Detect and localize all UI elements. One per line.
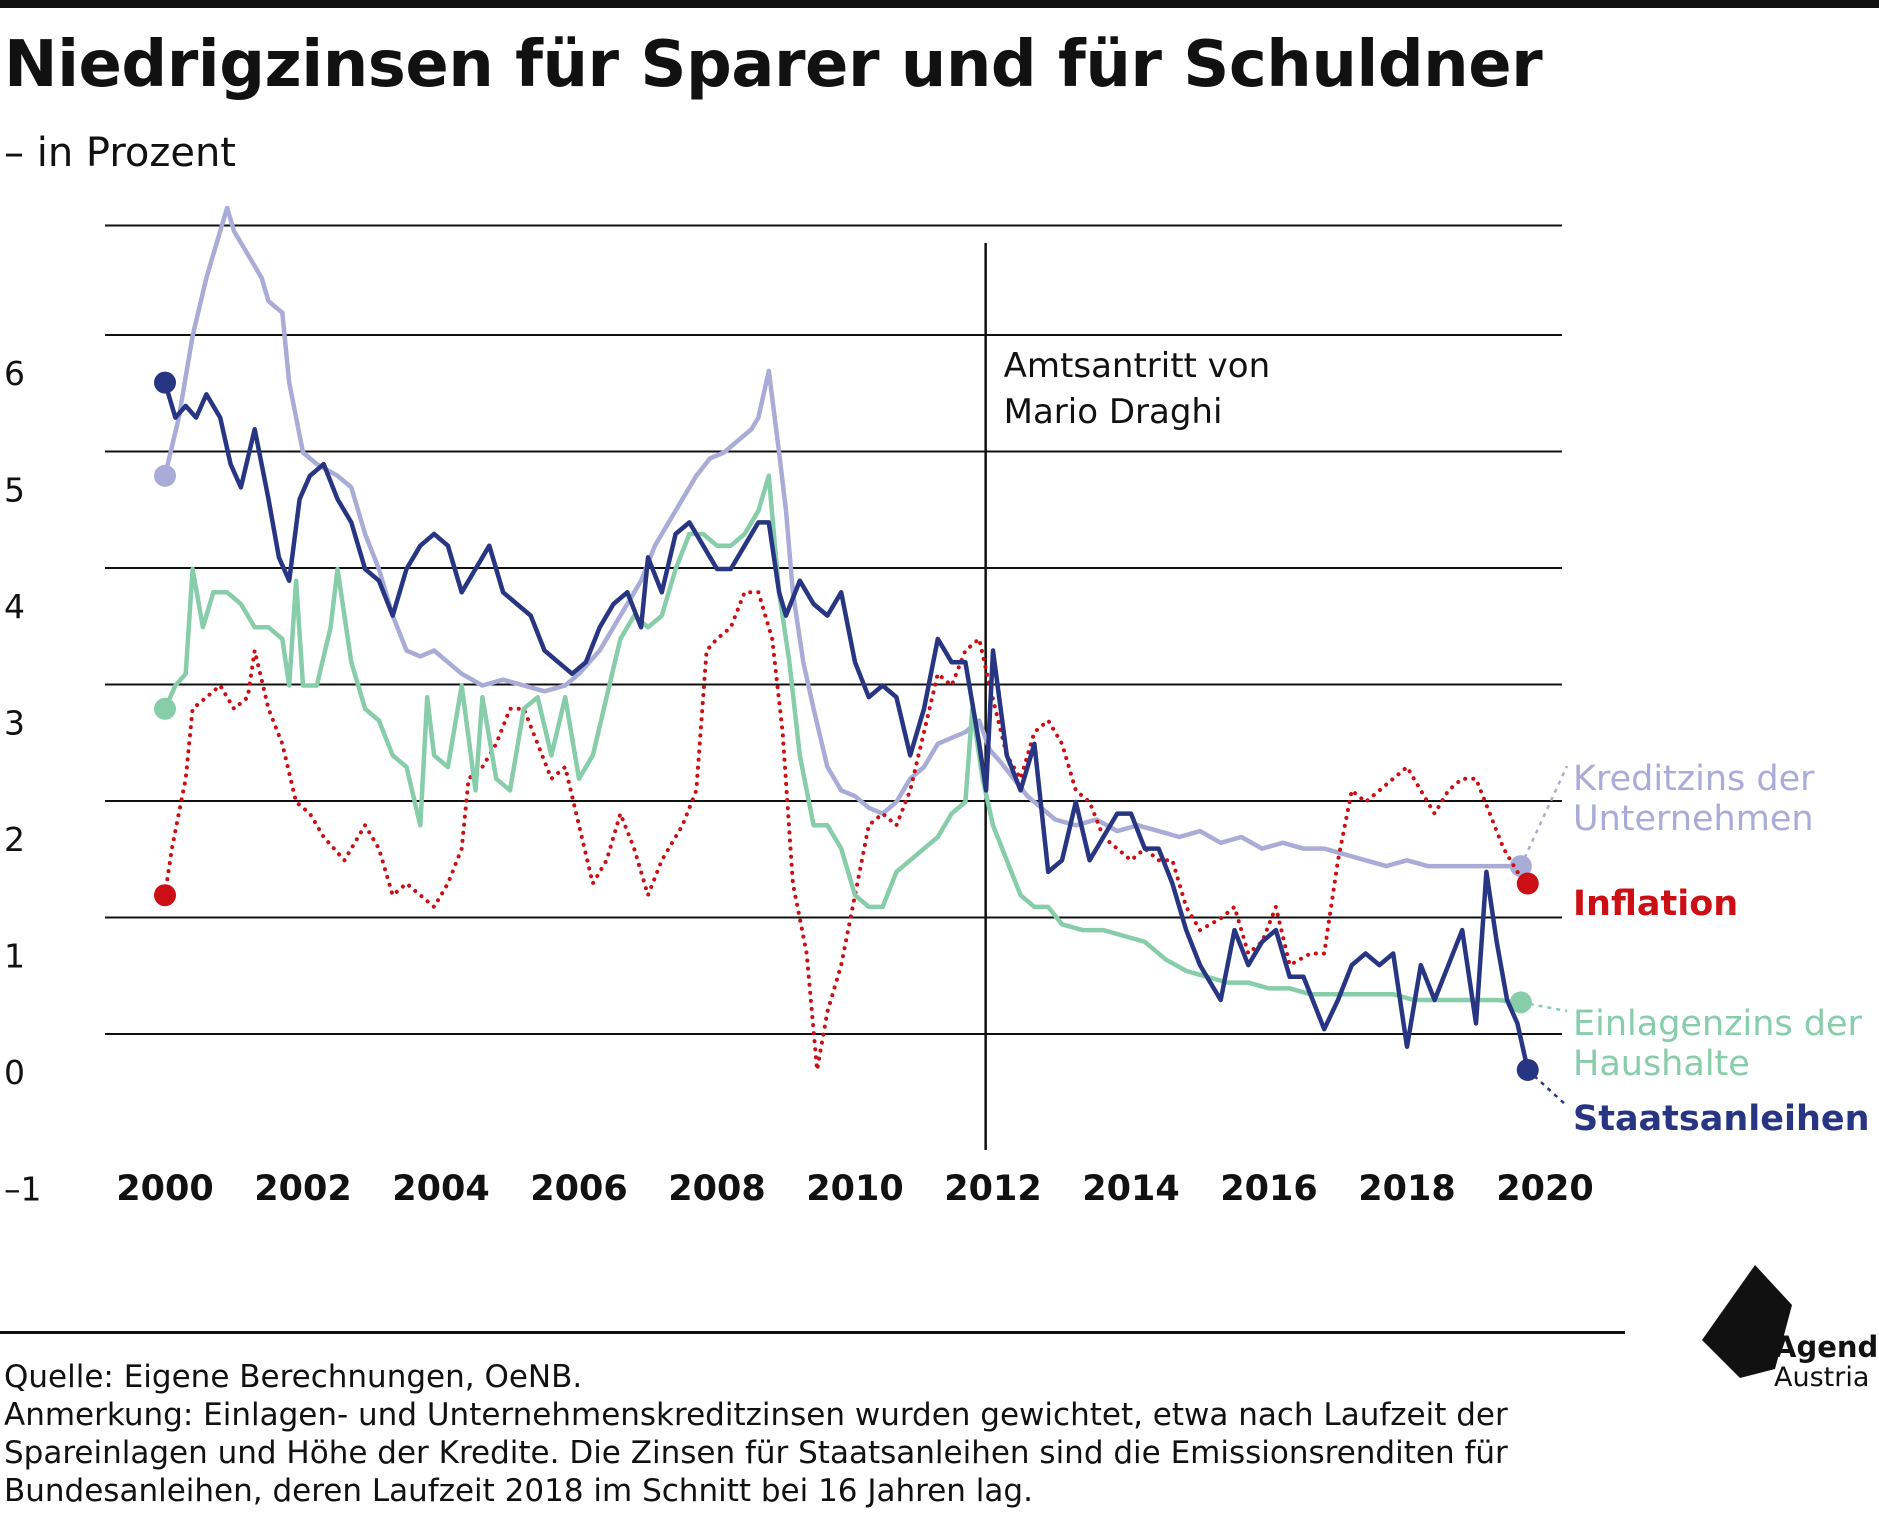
x-tick-label: 2018 xyxy=(1358,1169,1455,1209)
series-start-dot xyxy=(154,697,176,720)
y-tick-label: 0 xyxy=(4,1053,25,1092)
series-start-dot xyxy=(154,371,176,394)
series-line-einlagenzins-der-haushalte xyxy=(162,473,1524,1005)
chart-subtitle: – in Prozent xyxy=(4,130,236,176)
series-label-text: Staatsanleihen xyxy=(1573,1099,1870,1139)
y-tick-label: 1 xyxy=(4,937,25,976)
annotation-layer: Amtsantritt von Mario Draghi xyxy=(984,243,1271,1150)
logo-line-1: Agenda xyxy=(1774,1330,1879,1364)
annotation-text: Amtsantritt von xyxy=(1004,346,1271,386)
footer-rule xyxy=(0,1331,1625,1334)
x-tick-label: 2008 xyxy=(668,1169,765,1209)
x-tick-label: 2014 xyxy=(1082,1169,1179,1209)
label-connector xyxy=(1520,1001,1568,1013)
y-tick-label: –1 xyxy=(4,1170,42,1209)
x-tick-label: 2016 xyxy=(1220,1169,1317,1209)
x-tick-label: 2010 xyxy=(806,1169,903,1209)
agenda-austria-logo-icon xyxy=(1702,1265,1792,1378)
source-note: Quelle: Eigene Berechnungen, OeNB. xyxy=(4,1359,583,1395)
grid-lines xyxy=(105,224,1562,1035)
axis-labels: –1 0 1 2 3 4 5 6 2000 2002 2004 2006 2008 2010 2012 201… xyxy=(4,354,1594,1209)
x-tick-label: 2006 xyxy=(530,1169,627,1209)
x-tick-label: 2002 xyxy=(254,1169,351,1209)
series-line-staatsanleihen xyxy=(162,380,1531,1073)
series-label-text: Einlagenzins der xyxy=(1573,1004,1863,1044)
remark-note: Anmerkung: Einlagen- und Unternehmenskre… xyxy=(4,1397,1508,1509)
series-label-text: Kreditzins der xyxy=(1573,759,1815,799)
y-tick-label: 2 xyxy=(4,820,25,859)
x-tick-label: 2020 xyxy=(1496,1169,1593,1209)
series-start-dot xyxy=(154,884,176,907)
y-tick-label: 3 xyxy=(4,704,25,743)
y-tick-label: 4 xyxy=(4,587,25,626)
series-label-text: Inflation xyxy=(1573,884,1738,924)
y-tick-label: 6 xyxy=(4,354,25,393)
label-connector xyxy=(1519,765,1569,867)
x-tick-label: 2004 xyxy=(392,1169,489,1209)
chart-title: Niedrigzinsen für Sparer und für Schuldn… xyxy=(4,28,1543,102)
series-label-text: Haushalte xyxy=(1573,1044,1750,1084)
x-tick-label: 2012 xyxy=(944,1169,1041,1209)
line-chart: Amtsantritt von Mario Draghi –1 0 1 2 3 4 5 6 200… xyxy=(4,205,1870,1209)
series-label-text: Unternehmen xyxy=(1573,799,1814,839)
logo-line-2: Austria xyxy=(1774,1362,1870,1393)
top-rule xyxy=(0,0,1879,8)
annotation-text: Mario Draghi xyxy=(1004,392,1223,432)
series-line-kreditzins-der-unternehmen xyxy=(162,205,1524,869)
series-end-dot xyxy=(1516,872,1539,895)
series-line-inflation xyxy=(163,590,1530,1072)
y-tick-label: 5 xyxy=(4,471,25,510)
series-start-dot xyxy=(154,464,176,487)
series-layer xyxy=(154,205,1539,1081)
x-tick-label: 2000 xyxy=(116,1169,213,1209)
footer: Quelle: Eigene Berechnungen, OeNB. Anmer… xyxy=(4,1358,1644,1510)
